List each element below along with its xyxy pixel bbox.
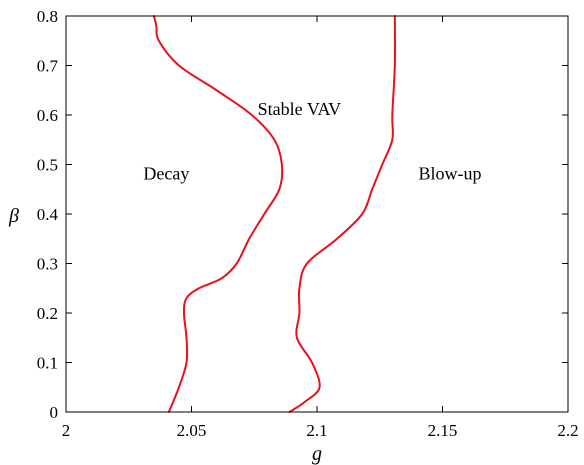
region-label-blow-up: Blow-up [419,163,482,183]
y-tick-label: 0.5 [37,156,58,175]
y-tick-label: 0.4 [37,205,59,224]
x-tick-label: 2.1 [306,421,327,440]
region-label-decay: Decay [143,163,189,183]
curves-layer [152,15,396,413]
y-tick-label: 0.7 [37,57,59,76]
y-tick-label: 0.3 [37,255,58,274]
plot-area [66,16,568,412]
region-label-stable-vav: Stable VAV [258,99,342,119]
boundary-curve-1 [152,15,284,413]
x-tick-label: 2.05 [177,421,207,440]
y-tick-label: 0.1 [37,354,58,373]
y-tick-label: 0.6 [37,106,58,125]
y-tick-label: 0 [50,403,59,422]
x-tick-label: 2.15 [428,421,458,440]
y-axis-label: β [8,205,19,227]
ticks-layer: 2 2.05 2.1 2.15 2.2 0 0.1 0.2 0.3 0.4 0.5 0.6 0.7 0.8 [37,7,579,440]
y-tick-label: 0.8 [37,7,58,26]
x-tick-label: 2.2 [557,421,578,440]
x-tick-label: 2 [62,421,71,440]
annotations-layer: Decay Stable VAV Blow-up [143,99,481,183]
x-axis-label: g [312,443,322,465]
y-tick-label: 0.2 [37,304,58,323]
boundary-curve-2 [288,15,396,413]
